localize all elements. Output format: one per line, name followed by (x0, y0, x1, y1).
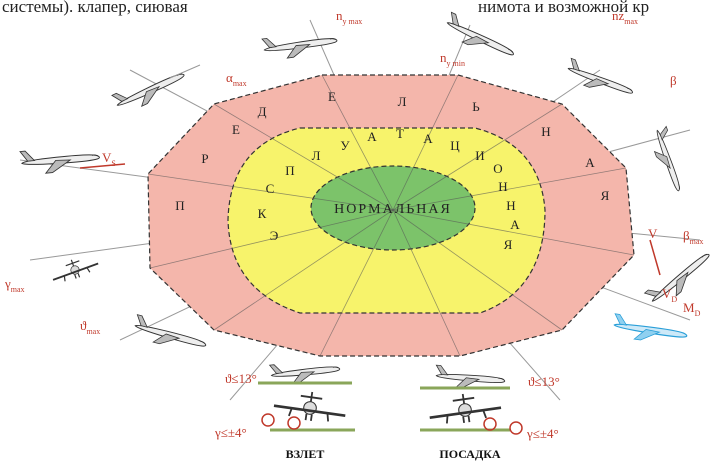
label-main: ϑ (80, 318, 87, 333)
zone-letter: Я (504, 237, 513, 252)
label-main: M (683, 300, 695, 315)
spoke (213, 209, 394, 331)
label-sub: max (624, 17, 638, 26)
spoke (392, 209, 635, 256)
label-main: n (440, 50, 447, 65)
zone-letter: О (493, 161, 502, 176)
zone-letter: Л (312, 148, 321, 163)
label: ny min (440, 50, 465, 68)
spoke (147, 173, 394, 211)
phase-label: ПОСАДКА (439, 447, 501, 461)
label: αmax (226, 70, 247, 88)
label: VS (102, 150, 116, 168)
label: ny max (336, 8, 362, 26)
zone-letter: Н (506, 198, 515, 213)
zone-letter: Я (601, 188, 610, 203)
label-main: β (683, 228, 690, 243)
spoke (213, 103, 394, 211)
zone-letter: Н (498, 179, 507, 194)
label: β (670, 73, 677, 88)
label-sub: S (111, 159, 115, 168)
spoke (392, 167, 627, 211)
label: VD (662, 286, 677, 304)
top-text: нимота и возможной кр (478, 0, 649, 16)
spoke (392, 209, 461, 357)
zone-letter: Д (258, 104, 267, 119)
zone-letter: Е (328, 89, 336, 104)
label: MD (683, 300, 701, 318)
zone-letter: Т (396, 126, 404, 141)
label-main: n (336, 8, 343, 23)
label-main: γ (4, 276, 11, 291)
label-sub: y min (447, 59, 465, 68)
zone-letter: Ь (472, 99, 480, 114)
zone-letter: К (258, 206, 267, 221)
spoke (319, 209, 394, 357)
top-text: системы). клапер, сиювая (2, 0, 188, 16)
zone-letter: У (340, 138, 350, 153)
zone-letter: И (475, 148, 484, 163)
zone-letter: А (367, 129, 377, 144)
label: nzmax (612, 8, 638, 26)
label: ϑmax (80, 318, 100, 336)
label-main: V (102, 150, 112, 165)
normal-zone (310, 165, 476, 251)
zone-letter: А (510, 217, 520, 232)
zone-letter: А (423, 131, 433, 146)
label-main: α (226, 70, 233, 85)
label-sub: D (695, 309, 701, 318)
zone-letter: С (266, 181, 275, 196)
zone-letter: Э (270, 228, 279, 243)
zone-letter: Л (398, 94, 407, 109)
label-sub: y max (343, 17, 363, 26)
label: γ≤±4° (526, 426, 559, 441)
zone-letter: Ц (450, 138, 460, 153)
spoke (392, 74, 459, 211)
inner-rays (147, 74, 635, 357)
spoke (321, 74, 394, 211)
label: γmax (4, 276, 25, 294)
label-main: nz (612, 8, 625, 23)
spoke (392, 103, 563, 211)
label: V (648, 226, 658, 241)
planes (19, 11, 717, 435)
label: ϑ≤13° (225, 371, 257, 386)
zone-letter: А (585, 155, 595, 170)
zone-letter: П (175, 198, 184, 213)
zone-letter: П (285, 163, 294, 178)
label-sub: max (690, 237, 704, 246)
label: ϑ≤13° (528, 374, 560, 389)
label: γ≤±4° (214, 425, 247, 440)
label-sub: max (86, 327, 100, 336)
label: βmax (683, 228, 703, 246)
label-main: V (662, 286, 672, 301)
label-sub: max (11, 285, 25, 294)
zone-letter: Н (541, 124, 550, 139)
normal-label: НОРМАЛЬНАЯ (334, 202, 452, 217)
label-sub: D (671, 295, 677, 304)
spoke (392, 209, 563, 331)
phase-label: ВЗЛЕТ (286, 447, 325, 461)
label-sub: max (233, 79, 247, 88)
zone-letter: Е (232, 122, 240, 137)
spoke (149, 209, 394, 269)
zone-letter: Р (201, 151, 208, 166)
